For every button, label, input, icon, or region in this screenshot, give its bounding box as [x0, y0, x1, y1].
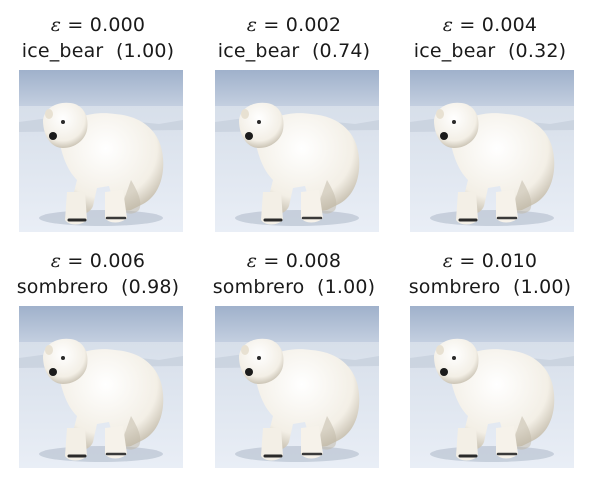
panel-title-epsilon: ε = 0.000	[50, 14, 146, 36]
panel-title-prediction: sombrero (1.00)	[212, 276, 376, 298]
panel-title-prediction: ice_bear (0.32)	[413, 40, 567, 62]
panel-title-epsilon: ε = 0.010	[442, 250, 538, 272]
panel-title-prediction: ice_bear (1.00)	[21, 40, 175, 62]
panel-4: ε = 0.008 sombrero (1.00)	[196, 248, 392, 300]
panel-5: ε = 0.010 sombrero (1.00)	[392, 248, 588, 300]
panel-2: ε = 0.004 ice_bear (0.32)	[392, 12, 588, 64]
panel-title-epsilon: ε = 0.008	[246, 250, 342, 272]
polar-bear-image	[215, 70, 379, 232]
panel-title-epsilon: ε = 0.004	[442, 14, 538, 36]
polar-bear-image	[215, 306, 379, 468]
panel-3: ε = 0.006 sombrero (0.98)	[0, 248, 196, 300]
polar-bear-image	[19, 70, 183, 232]
polar-bear-image	[410, 70, 574, 232]
polar-bear-image	[19, 306, 183, 468]
panel-title-prediction: sombrero (1.00)	[408, 276, 572, 298]
panel-1: ε = 0.002 ice_bear (0.74)	[196, 12, 392, 64]
polar-bear-image	[410, 306, 574, 468]
panel-title-epsilon: ε = 0.002	[246, 14, 342, 36]
panel-0: ε = 0.000 ice_bear (1.00)	[0, 12, 196, 64]
panel-title-epsilon: ε = 0.006	[50, 250, 146, 272]
panel-title-prediction: sombrero (0.98)	[16, 276, 180, 298]
panel-title-prediction: ice_bear (0.74)	[217, 40, 371, 62]
